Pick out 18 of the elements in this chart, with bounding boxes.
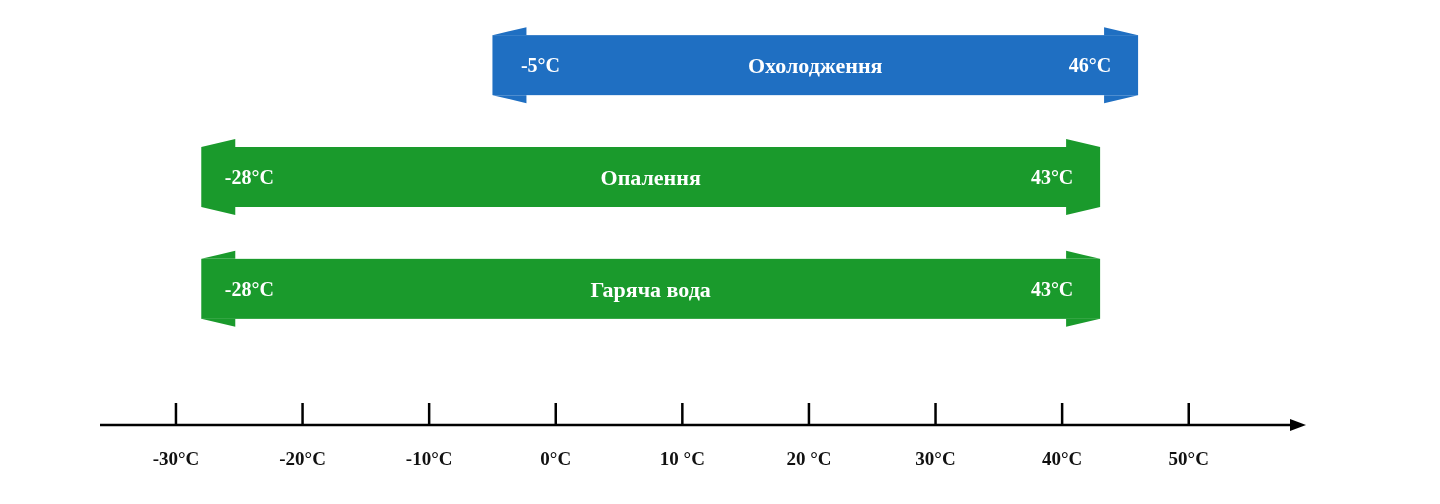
annotation: 43°C bbox=[1030, 277, 1074, 300]
y-tick-label: Опалення bbox=[600, 164, 701, 190]
x-tick-label: 40°C bbox=[1041, 448, 1083, 469]
annotation: -5°C bbox=[520, 54, 560, 77]
annotation: -28°C bbox=[224, 277, 274, 300]
y-tick-label: Гаряча вода bbox=[590, 276, 711, 302]
annotation: 46°C bbox=[1068, 54, 1112, 77]
x-tick-label: 50°C bbox=[1168, 448, 1209, 469]
x-tick-label: 20 °C bbox=[786, 448, 832, 469]
x-tick-label: -10°C bbox=[405, 448, 453, 469]
annotation: 43°C bbox=[1030, 166, 1074, 188]
x-tick-label: -30°C bbox=[152, 448, 200, 469]
x-tick-label: 0°C bbox=[540, 448, 572, 469]
x-tick-label: -20°C bbox=[279, 448, 326, 469]
y-tick-label: Охолодження bbox=[748, 52, 883, 78]
x-tick-label: 10 °C bbox=[659, 448, 705, 469]
x-tick-label: 30°C bbox=[915, 448, 956, 469]
annotation: -28°C bbox=[224, 166, 274, 188]
